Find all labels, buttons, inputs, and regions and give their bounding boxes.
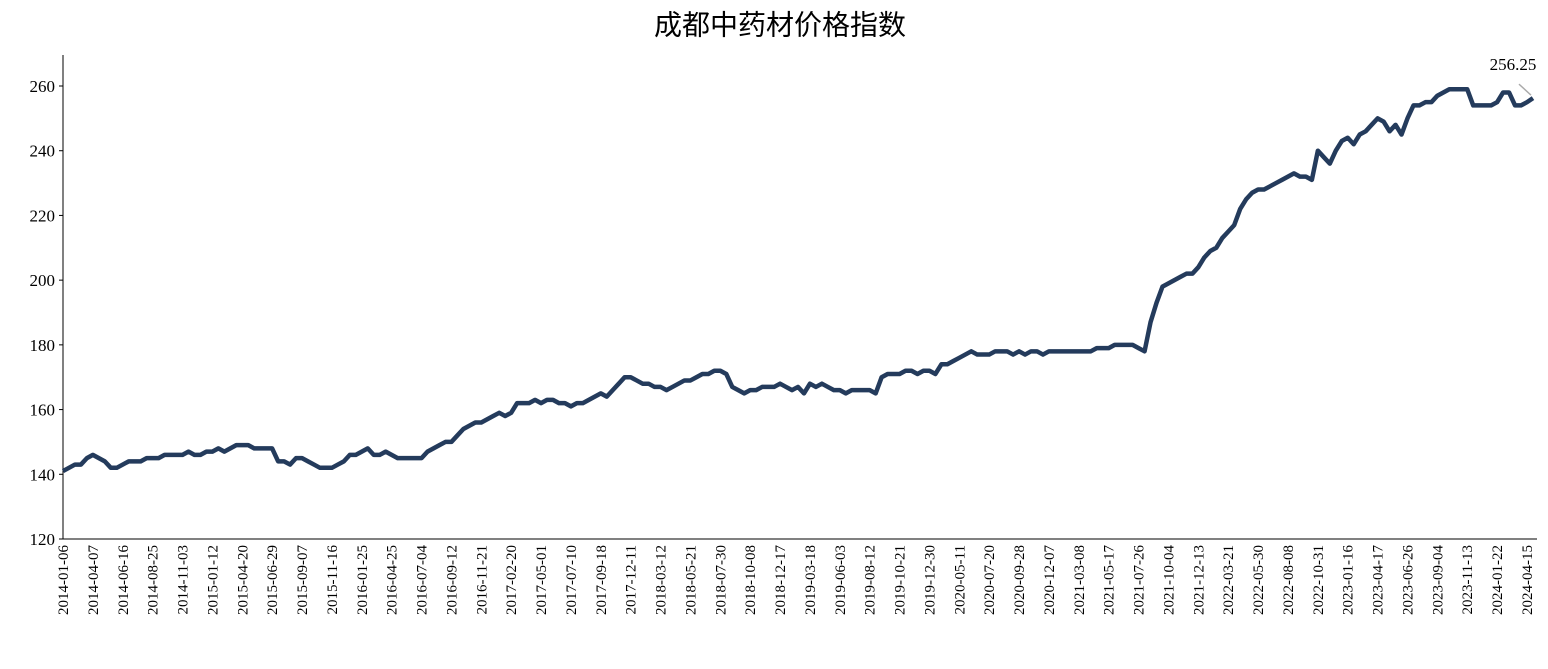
x-tick-label: 2019-10-21 xyxy=(893,545,909,615)
x-tick-label: 2015-06-29 xyxy=(265,545,281,615)
x-tick-label: 2017-02-20 xyxy=(504,545,520,615)
x-tick-label: 2023-09-04 xyxy=(1430,545,1446,615)
x-tick-label: 2016-04-25 xyxy=(385,545,401,615)
x-tick-label: 2019-12-30 xyxy=(922,545,938,615)
x-tick-label: 2016-09-12 xyxy=(444,545,460,615)
x-tick-label: 2014-11-03 xyxy=(176,545,192,614)
x-tick-label: 2016-11-21 xyxy=(474,545,490,614)
x-tick-label: 2020-09-28 xyxy=(1012,545,1028,615)
x-tick-label: 2016-01-25 xyxy=(355,545,371,615)
x-tick-label: 2015-11-16 xyxy=(325,545,341,615)
x-tick-label: 2015-01-12 xyxy=(205,545,221,615)
x-tick-label: 2017-07-10 xyxy=(564,545,580,615)
x-tick-label: 2019-06-03 xyxy=(833,545,849,615)
y-tick-label: 160 xyxy=(30,401,56,420)
x-tick-label: 2016-07-04 xyxy=(415,545,431,615)
x-tick-label: 2018-12-17 xyxy=(773,545,789,615)
x-tick-label: 2020-05-11 xyxy=(952,545,968,614)
x-tick-label: 2021-10-04 xyxy=(1161,545,1177,615)
x-tick-label: 2020-07-20 xyxy=(982,545,998,615)
x-tick-label: 2019-03-18 xyxy=(803,545,819,615)
x-tick-label: 2022-10-31 xyxy=(1311,545,1327,615)
x-tick-label: 2023-06-26 xyxy=(1400,545,1416,615)
x-tick-label: 2023-01-16 xyxy=(1341,545,1357,615)
x-tick-label: 2017-05-01 xyxy=(534,545,550,615)
y-tick-label: 220 xyxy=(30,206,56,225)
x-tick-label: 2023-04-17 xyxy=(1371,545,1387,615)
x-tick-label: 2022-05-30 xyxy=(1251,545,1267,615)
x-tick-label: 2015-04-20 xyxy=(235,545,251,615)
x-tick-label: 2017-09-18 xyxy=(594,545,610,615)
x-tick-label: 2022-08-08 xyxy=(1281,545,1297,615)
x-tick-label: 2019-08-12 xyxy=(863,545,879,615)
y-tick-label: 200 xyxy=(30,271,56,290)
x-tick-label: 2014-01-06 xyxy=(56,545,72,615)
x-tick-label: 2024-01-22 xyxy=(1490,545,1506,615)
y-tick-label: 180 xyxy=(30,336,56,355)
x-tick-label: 2023-11-13 xyxy=(1460,545,1476,614)
last-value-label: 256.25 xyxy=(1490,55,1537,74)
x-tick-label: 2021-07-26 xyxy=(1132,545,1148,615)
x-tick-label: 2014-08-25 xyxy=(146,545,162,615)
y-tick-label: 120 xyxy=(30,530,56,549)
x-tick-label: 2024-04-15 xyxy=(1520,545,1536,615)
x-tick-label: 2021-03-08 xyxy=(1072,545,1088,615)
x-tick-label: 2018-07-30 xyxy=(713,545,729,615)
x-tick-label: 2014-04-07 xyxy=(86,545,102,615)
x-tick-label: 2014-06-16 xyxy=(116,545,132,615)
x-tick-label: 2021-05-17 xyxy=(1102,545,1118,615)
x-tick-label: 2020-12-07 xyxy=(1042,545,1058,615)
x-tick-label: 2015-09-07 xyxy=(295,545,311,615)
x-tick-label: 2018-03-12 xyxy=(654,545,670,615)
x-tick-label: 2018-10-08 xyxy=(743,545,759,615)
y-tick-label: 140 xyxy=(30,465,56,484)
chart-title: 成都中药材价格指数 xyxy=(654,9,906,41)
x-tick-label: 2022-03-21 xyxy=(1221,545,1237,615)
y-tick-label: 260 xyxy=(30,77,56,96)
annotation-arrow xyxy=(1518,83,1532,96)
x-tick-label: 2018-05-21 xyxy=(683,545,699,615)
x-tick-label: 2021-12-13 xyxy=(1191,545,1207,615)
y-tick-label: 240 xyxy=(30,142,56,161)
x-tick-label: 2017-12-11 xyxy=(624,545,640,614)
line-series xyxy=(61,86,1535,474)
